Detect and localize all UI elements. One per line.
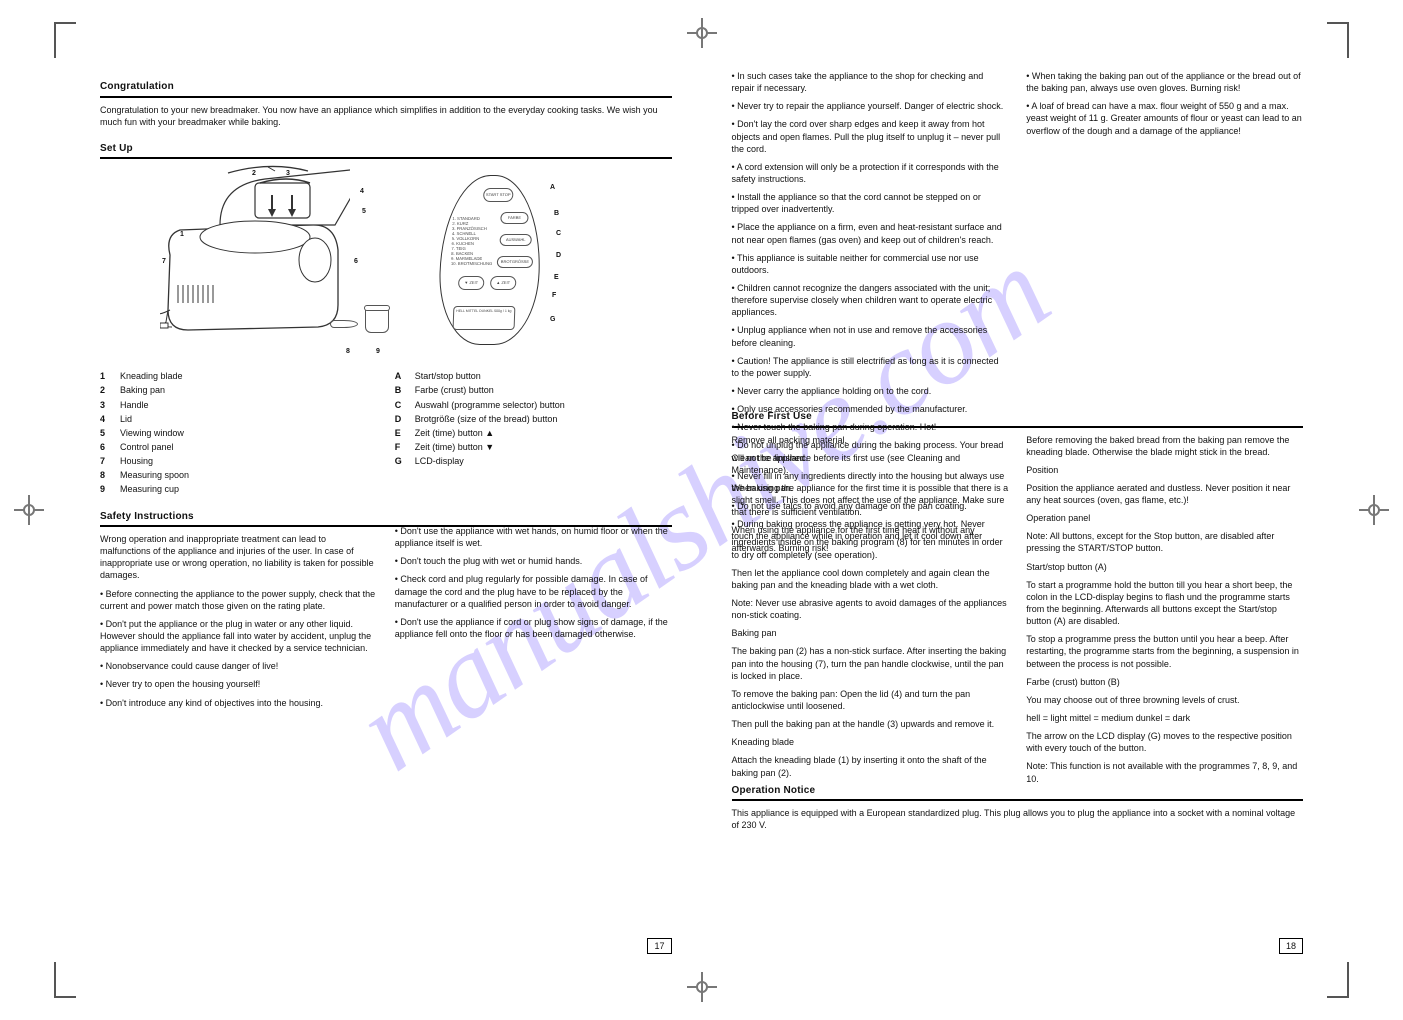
panel-zeit-dn-btn: ▼ ZEIT bbox=[458, 276, 484, 290]
crop-mark bbox=[1327, 962, 1349, 998]
panel-programme-list: 1. STANDARD 2. KURZ 3. FRANZÖSISCH 4. SC… bbox=[451, 216, 494, 266]
panel-zeit-up-btn: ▲ ZEIT bbox=[490, 276, 516, 290]
register-mark bbox=[687, 972, 717, 1002]
section-title-setup: Set Up bbox=[100, 142, 672, 160]
congrats-body: Congratulation to your new breadmaker. Y… bbox=[100, 104, 672, 128]
parts-list-left: 1Kneading blade2Baking pan3Handle4Lid5Vi… bbox=[100, 370, 377, 497]
safety-col-2: • Don't use the appliance with wet hands… bbox=[395, 313, 672, 715]
measuring-cup-icon bbox=[365, 307, 389, 333]
callout-A: A bbox=[550, 183, 555, 192]
section-title-opnote: Operation Notice bbox=[732, 784, 1304, 802]
callout-G: G bbox=[550, 315, 555, 324]
register-mark bbox=[14, 495, 44, 525]
safety-col-1: Wrong operation and inappropriate treatm… bbox=[100, 533, 377, 715]
callout-6: 6 bbox=[354, 257, 358, 266]
before-col-1: Remove all packing material.Clean the ap… bbox=[732, 434, 1009, 774]
measuring-spoon-icon bbox=[330, 320, 358, 328]
page-right: • In such cases take the appliance to th… bbox=[732, 70, 1304, 950]
page-number: 17 bbox=[647, 938, 671, 954]
callout-E: E bbox=[554, 273, 559, 282]
opnote-body: This appliance is equipped with a Europe… bbox=[732, 807, 1304, 831]
crop-mark bbox=[1327, 22, 1349, 58]
callout-1: 1 bbox=[180, 230, 184, 239]
callout-2: 2 bbox=[252, 169, 256, 178]
section-title-congrats: Congratulation bbox=[100, 80, 672, 98]
register-mark bbox=[1359, 495, 1389, 525]
callout-7: 7 bbox=[162, 257, 166, 266]
panel-brot-btn: BROTGRÖSSE bbox=[497, 256, 533, 268]
control-panel-illustration: START STOP FARBE AUSWAHL BROTGRÖSSE ▼ ZE… bbox=[437, 175, 543, 345]
callout-B: B bbox=[554, 209, 559, 218]
product-diagram: 1 2 3 4 5 6 7 8 9 START STOP FARBE AUSWA… bbox=[100, 165, 672, 360]
before-col-2: Before removing the baked bread from the… bbox=[1026, 434, 1303, 774]
page-number: 18 bbox=[1279, 938, 1303, 954]
safety-col-3: • In such cases take the appliance to th… bbox=[732, 70, 1009, 400]
register-mark bbox=[687, 18, 717, 48]
page-left: Congratulation Congratulation to your ne… bbox=[100, 70, 672, 950]
callout-9: 9 bbox=[376, 347, 380, 356]
callout-4: 4 bbox=[360, 187, 364, 196]
callout-D: D bbox=[556, 251, 561, 260]
breadmaker-illustration bbox=[160, 165, 350, 340]
callout-F: F bbox=[552, 291, 556, 300]
safety-col-4: • When taking the baking pan out of the … bbox=[1026, 70, 1303, 400]
panel-farbe-btn: FARBE bbox=[500, 212, 528, 224]
callout-8: 8 bbox=[346, 347, 350, 356]
crop-mark bbox=[54, 962, 76, 998]
callout-C: C bbox=[556, 229, 561, 238]
callout-5: 5 bbox=[362, 207, 366, 216]
panel-auswahl-btn: AUSWAHL bbox=[499, 234, 531, 246]
crop-mark bbox=[54, 22, 76, 58]
callout-3: 3 bbox=[286, 169, 290, 178]
panel-start-btn: START STOP bbox=[483, 188, 513, 202]
panel-lcd: HELL MITTEL DUNKEL 500g / 1 kg bbox=[453, 306, 516, 330]
